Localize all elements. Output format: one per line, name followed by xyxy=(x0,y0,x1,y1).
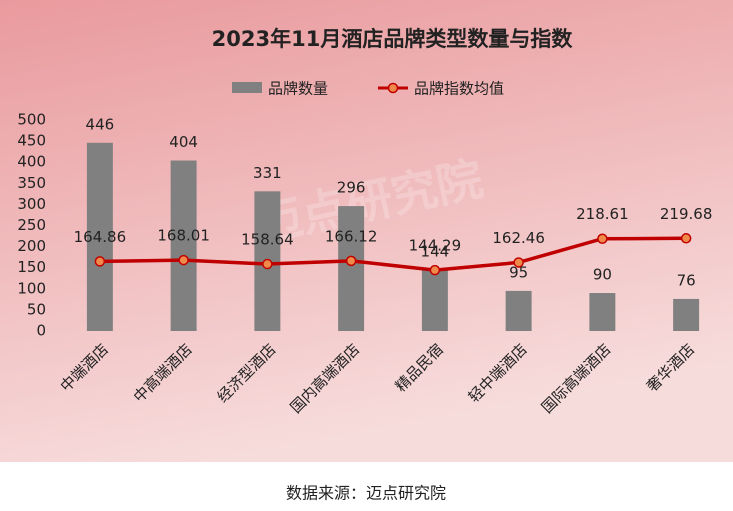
chart-title: 2023年11月酒店品牌类型数量与指数 xyxy=(212,27,574,51)
y-tick-label: 150 xyxy=(17,258,46,276)
bar xyxy=(338,206,365,331)
y-tick-label: 500 xyxy=(17,111,46,129)
bar-value-label: 76 xyxy=(677,271,696,289)
y-tick-label: 450 xyxy=(17,132,46,150)
line-value-label: 162.46 xyxy=(492,229,545,247)
y-tick-label: 300 xyxy=(17,195,46,213)
legend-marker xyxy=(387,82,399,94)
line-marker xyxy=(178,254,189,266)
line-marker xyxy=(345,255,357,267)
legend-label: 品牌数量 xyxy=(268,80,328,98)
line-marker xyxy=(680,233,692,244)
line-value-label: 158.64 xyxy=(241,231,294,249)
bar-value-label: 95 xyxy=(509,263,528,281)
bar-value-label: 296 xyxy=(337,179,366,197)
y-tick-label: 250 xyxy=(17,216,46,234)
line-value-label: 164.86 xyxy=(74,228,127,246)
y-tick-label: 400 xyxy=(17,153,46,171)
line xyxy=(99,236,687,272)
bar-value-label: 331 xyxy=(253,164,282,182)
legend-swatch xyxy=(232,82,262,93)
y-tick-label: 0 xyxy=(36,322,46,340)
bar xyxy=(589,293,616,331)
background xyxy=(0,0,733,462)
y-tick-label: 200 xyxy=(17,237,46,255)
line-value-label: 168.01 xyxy=(157,227,210,245)
bar xyxy=(86,142,113,331)
line-value-label: 166.12 xyxy=(325,227,378,245)
line-value-label: 144.29 xyxy=(409,237,462,255)
bar xyxy=(505,290,532,331)
y-tick-label: 100 xyxy=(17,279,46,297)
line-value-label: 219.68 xyxy=(660,205,713,223)
y-tick-label: 50 xyxy=(27,300,46,318)
bar xyxy=(421,270,448,331)
bar-value-label: 90 xyxy=(593,266,612,284)
line-marker xyxy=(262,258,273,270)
bar-value-label: 144 xyxy=(421,243,450,261)
line-marker xyxy=(429,264,441,276)
y-tick-label: 350 xyxy=(17,174,46,192)
line-marker xyxy=(94,256,106,267)
bar-value-label: 446 xyxy=(86,115,115,133)
bar-value-label: 404 xyxy=(169,133,198,151)
line-marker xyxy=(513,257,524,268)
source: 数据来源：迈点研究院 xyxy=(286,484,446,503)
legend-label: 品牌指数均值 xyxy=(414,80,504,98)
line-value-label: 218.61 xyxy=(576,205,629,223)
bar xyxy=(170,160,197,331)
bar xyxy=(673,298,700,331)
line-marker xyxy=(597,233,608,244)
